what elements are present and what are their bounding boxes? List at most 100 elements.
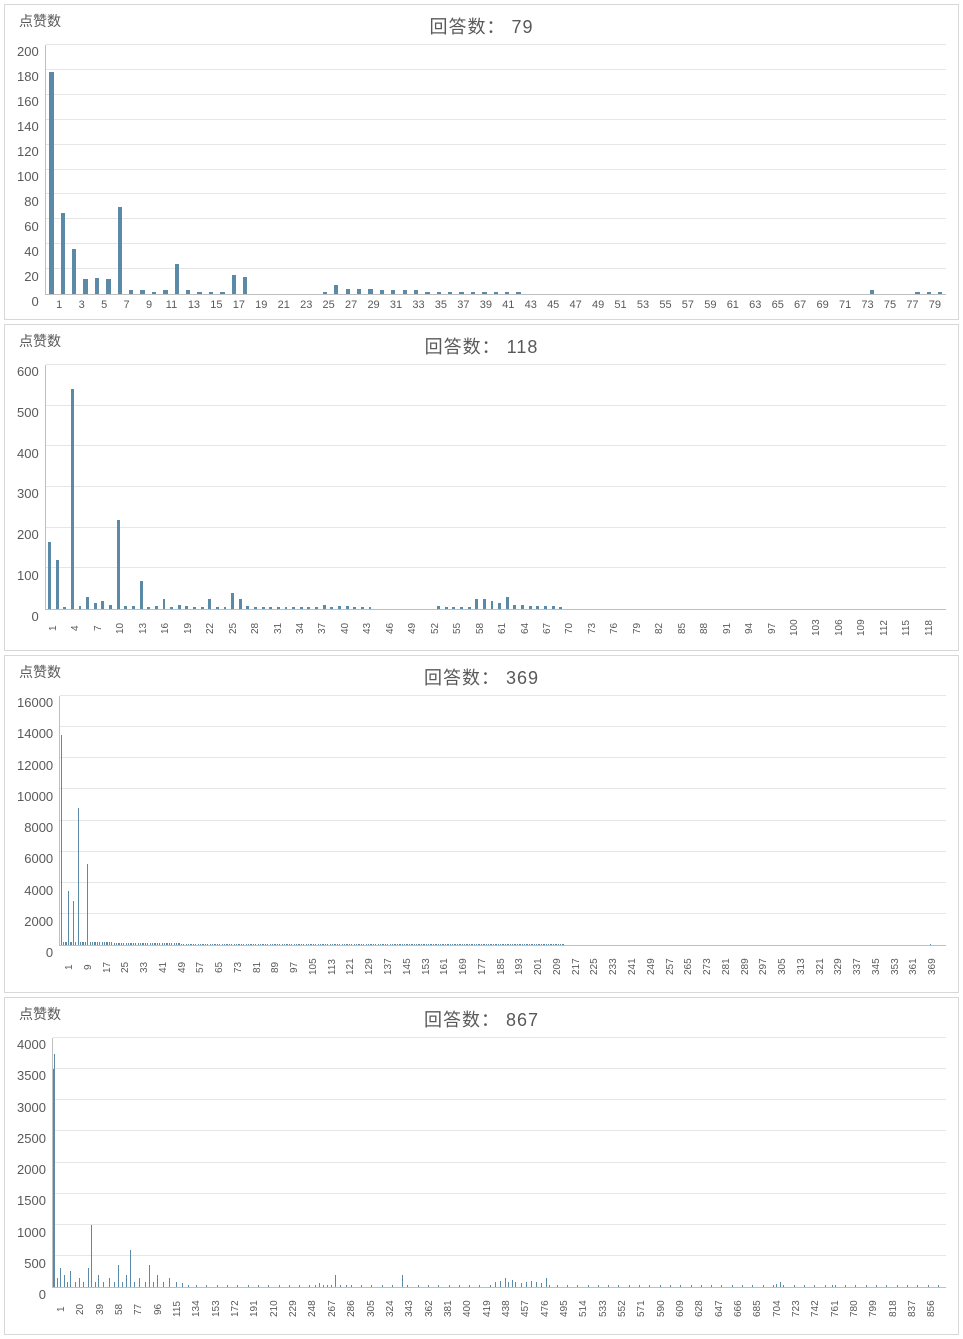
bar xyxy=(241,944,242,945)
bar xyxy=(323,605,326,609)
x-tick: 43 xyxy=(362,614,384,642)
x-tick: 241 xyxy=(627,950,646,984)
bar xyxy=(466,944,467,945)
bar xyxy=(243,277,247,294)
bar xyxy=(88,1268,89,1287)
x-tick: 49 xyxy=(177,950,196,984)
grid-line xyxy=(46,243,946,244)
x-tick: 153 xyxy=(211,1292,230,1326)
bar xyxy=(94,603,97,609)
bar xyxy=(340,1285,341,1287)
bar xyxy=(495,1282,496,1287)
x-tick: 4 xyxy=(70,614,92,642)
bar xyxy=(531,1281,532,1287)
bar xyxy=(206,1285,207,1287)
x-tick: 249 xyxy=(646,950,665,984)
bar xyxy=(61,213,65,294)
x-tick: 286 xyxy=(346,1292,365,1326)
grid-line xyxy=(60,913,946,914)
x-tick: 82 xyxy=(654,614,676,642)
bar xyxy=(479,1285,480,1287)
bar xyxy=(126,943,127,945)
x-tick: 112 xyxy=(879,614,901,642)
x-tick: 704 xyxy=(772,1292,791,1326)
x-tick: 313 xyxy=(796,950,815,984)
chart-title: 回答数： 369 xyxy=(17,664,946,690)
bar xyxy=(174,943,175,945)
bar xyxy=(416,944,417,945)
bar xyxy=(392,944,393,945)
x-tick: 52 xyxy=(430,614,452,642)
x-tick: 153 xyxy=(421,950,440,984)
chart-369: 点赞数回答数： 36916000140001200010000800060004… xyxy=(4,655,959,993)
bar xyxy=(248,1285,249,1287)
bar xyxy=(938,292,942,294)
bar xyxy=(285,607,288,609)
bar xyxy=(414,944,415,945)
bar xyxy=(315,944,316,945)
bar xyxy=(196,1285,197,1287)
bar xyxy=(513,605,516,609)
x-tick: 41 xyxy=(158,950,177,984)
bar xyxy=(322,944,323,945)
bar xyxy=(559,607,562,609)
bar xyxy=(433,944,434,945)
bar xyxy=(325,944,326,945)
x-tick: 7 xyxy=(115,299,137,311)
x-tick: 39 xyxy=(95,1292,114,1326)
bar xyxy=(529,606,532,609)
bar xyxy=(176,943,177,945)
x-tick: 362 xyxy=(424,1292,443,1326)
grid-line xyxy=(46,445,946,446)
grid-line xyxy=(46,144,946,145)
bar xyxy=(294,944,295,945)
bar xyxy=(562,944,563,945)
bar xyxy=(205,944,206,945)
bar xyxy=(323,292,327,294)
chart-title-value: 369 xyxy=(506,668,539,688)
x-tick: 10 xyxy=(115,614,137,642)
bar xyxy=(471,292,475,294)
bar xyxy=(536,606,539,609)
x-tick: 58 xyxy=(475,614,497,642)
bar xyxy=(486,944,487,945)
bar xyxy=(118,943,119,945)
x-tick: 1 xyxy=(56,1292,75,1326)
bar xyxy=(505,292,509,294)
bar xyxy=(351,944,352,945)
grid-line xyxy=(46,119,946,120)
bar xyxy=(452,607,455,609)
bar xyxy=(464,944,465,945)
bar xyxy=(344,944,345,945)
bar xyxy=(227,1285,228,1287)
chart-title-prefix: 回答数： xyxy=(425,337,501,357)
x-tick: 15 xyxy=(205,299,227,311)
bar xyxy=(418,944,419,945)
bar xyxy=(129,290,133,294)
x-tick: 257 xyxy=(665,950,684,984)
bar xyxy=(629,1285,630,1287)
x-tick: 571 xyxy=(636,1292,655,1326)
x-tick: 209 xyxy=(552,950,571,984)
bar xyxy=(226,944,227,945)
bar xyxy=(111,942,112,945)
bar xyxy=(296,944,297,945)
bar xyxy=(272,944,273,945)
bar xyxy=(361,1285,362,1287)
bar xyxy=(217,1285,218,1287)
bar xyxy=(445,607,448,609)
x-tick: 21 xyxy=(273,299,295,311)
bar xyxy=(198,944,199,945)
bar xyxy=(82,942,83,945)
bar xyxy=(357,289,361,294)
bar xyxy=(104,942,105,945)
bar xyxy=(63,942,64,945)
x-tick: 67 xyxy=(789,299,811,311)
bar xyxy=(239,599,242,609)
bar xyxy=(315,1285,316,1287)
x-tick: 59 xyxy=(699,299,721,311)
x-tick: 9 xyxy=(83,950,102,984)
bar xyxy=(307,607,310,609)
bar xyxy=(94,942,95,945)
bar xyxy=(373,944,374,945)
